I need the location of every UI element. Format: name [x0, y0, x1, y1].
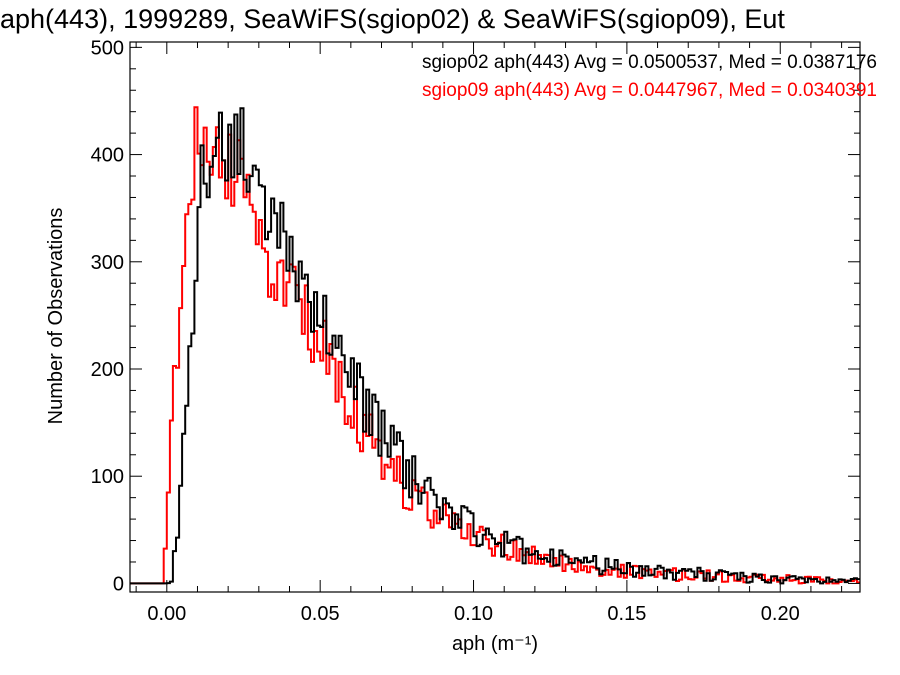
series-layer — [130, 106, 860, 585]
y-tick-label: 100 — [91, 466, 124, 488]
x-tick-label: 0.10 — [454, 603, 493, 625]
x-tick-label: 0.20 — [761, 603, 800, 625]
y-tick-label: 200 — [91, 359, 124, 381]
legend-entry-sgiop09: sgiop09 aph(443) Avg = 0.0447967, Med = … — [422, 80, 877, 101]
y-tick-label: 400 — [91, 145, 124, 167]
legend-entry-sgiop02: sgiop02 aph(443) Avg = 0.0500537, Med = … — [422, 52, 877, 73]
y-tick-label: 500 — [91, 37, 124, 59]
x-tick-label: 0.15 — [607, 603, 646, 625]
y-tick-label: 300 — [91, 252, 124, 274]
y-axis-label: Number of Observations — [45, 208, 67, 425]
series-line-sgiop09 — [130, 106, 860, 585]
series-line-sgiop02 — [130, 107, 860, 585]
x-axis-label: aph (m⁻¹) — [452, 633, 538, 655]
axis-layer: 0 100 200 300 400 500 0.00 0.05 0.10 0.15 0.20 — [91, 37, 860, 625]
plot-frame — [129, 41, 861, 593]
chart-title: aph(443), 1999289, SeaWiFS(sgiop02) & Se… — [0, 4, 785, 34]
y-tick-label: 0 — [113, 573, 124, 595]
x-tick-label: 0.05 — [301, 603, 340, 625]
x-tick-label: 0.00 — [147, 603, 186, 625]
